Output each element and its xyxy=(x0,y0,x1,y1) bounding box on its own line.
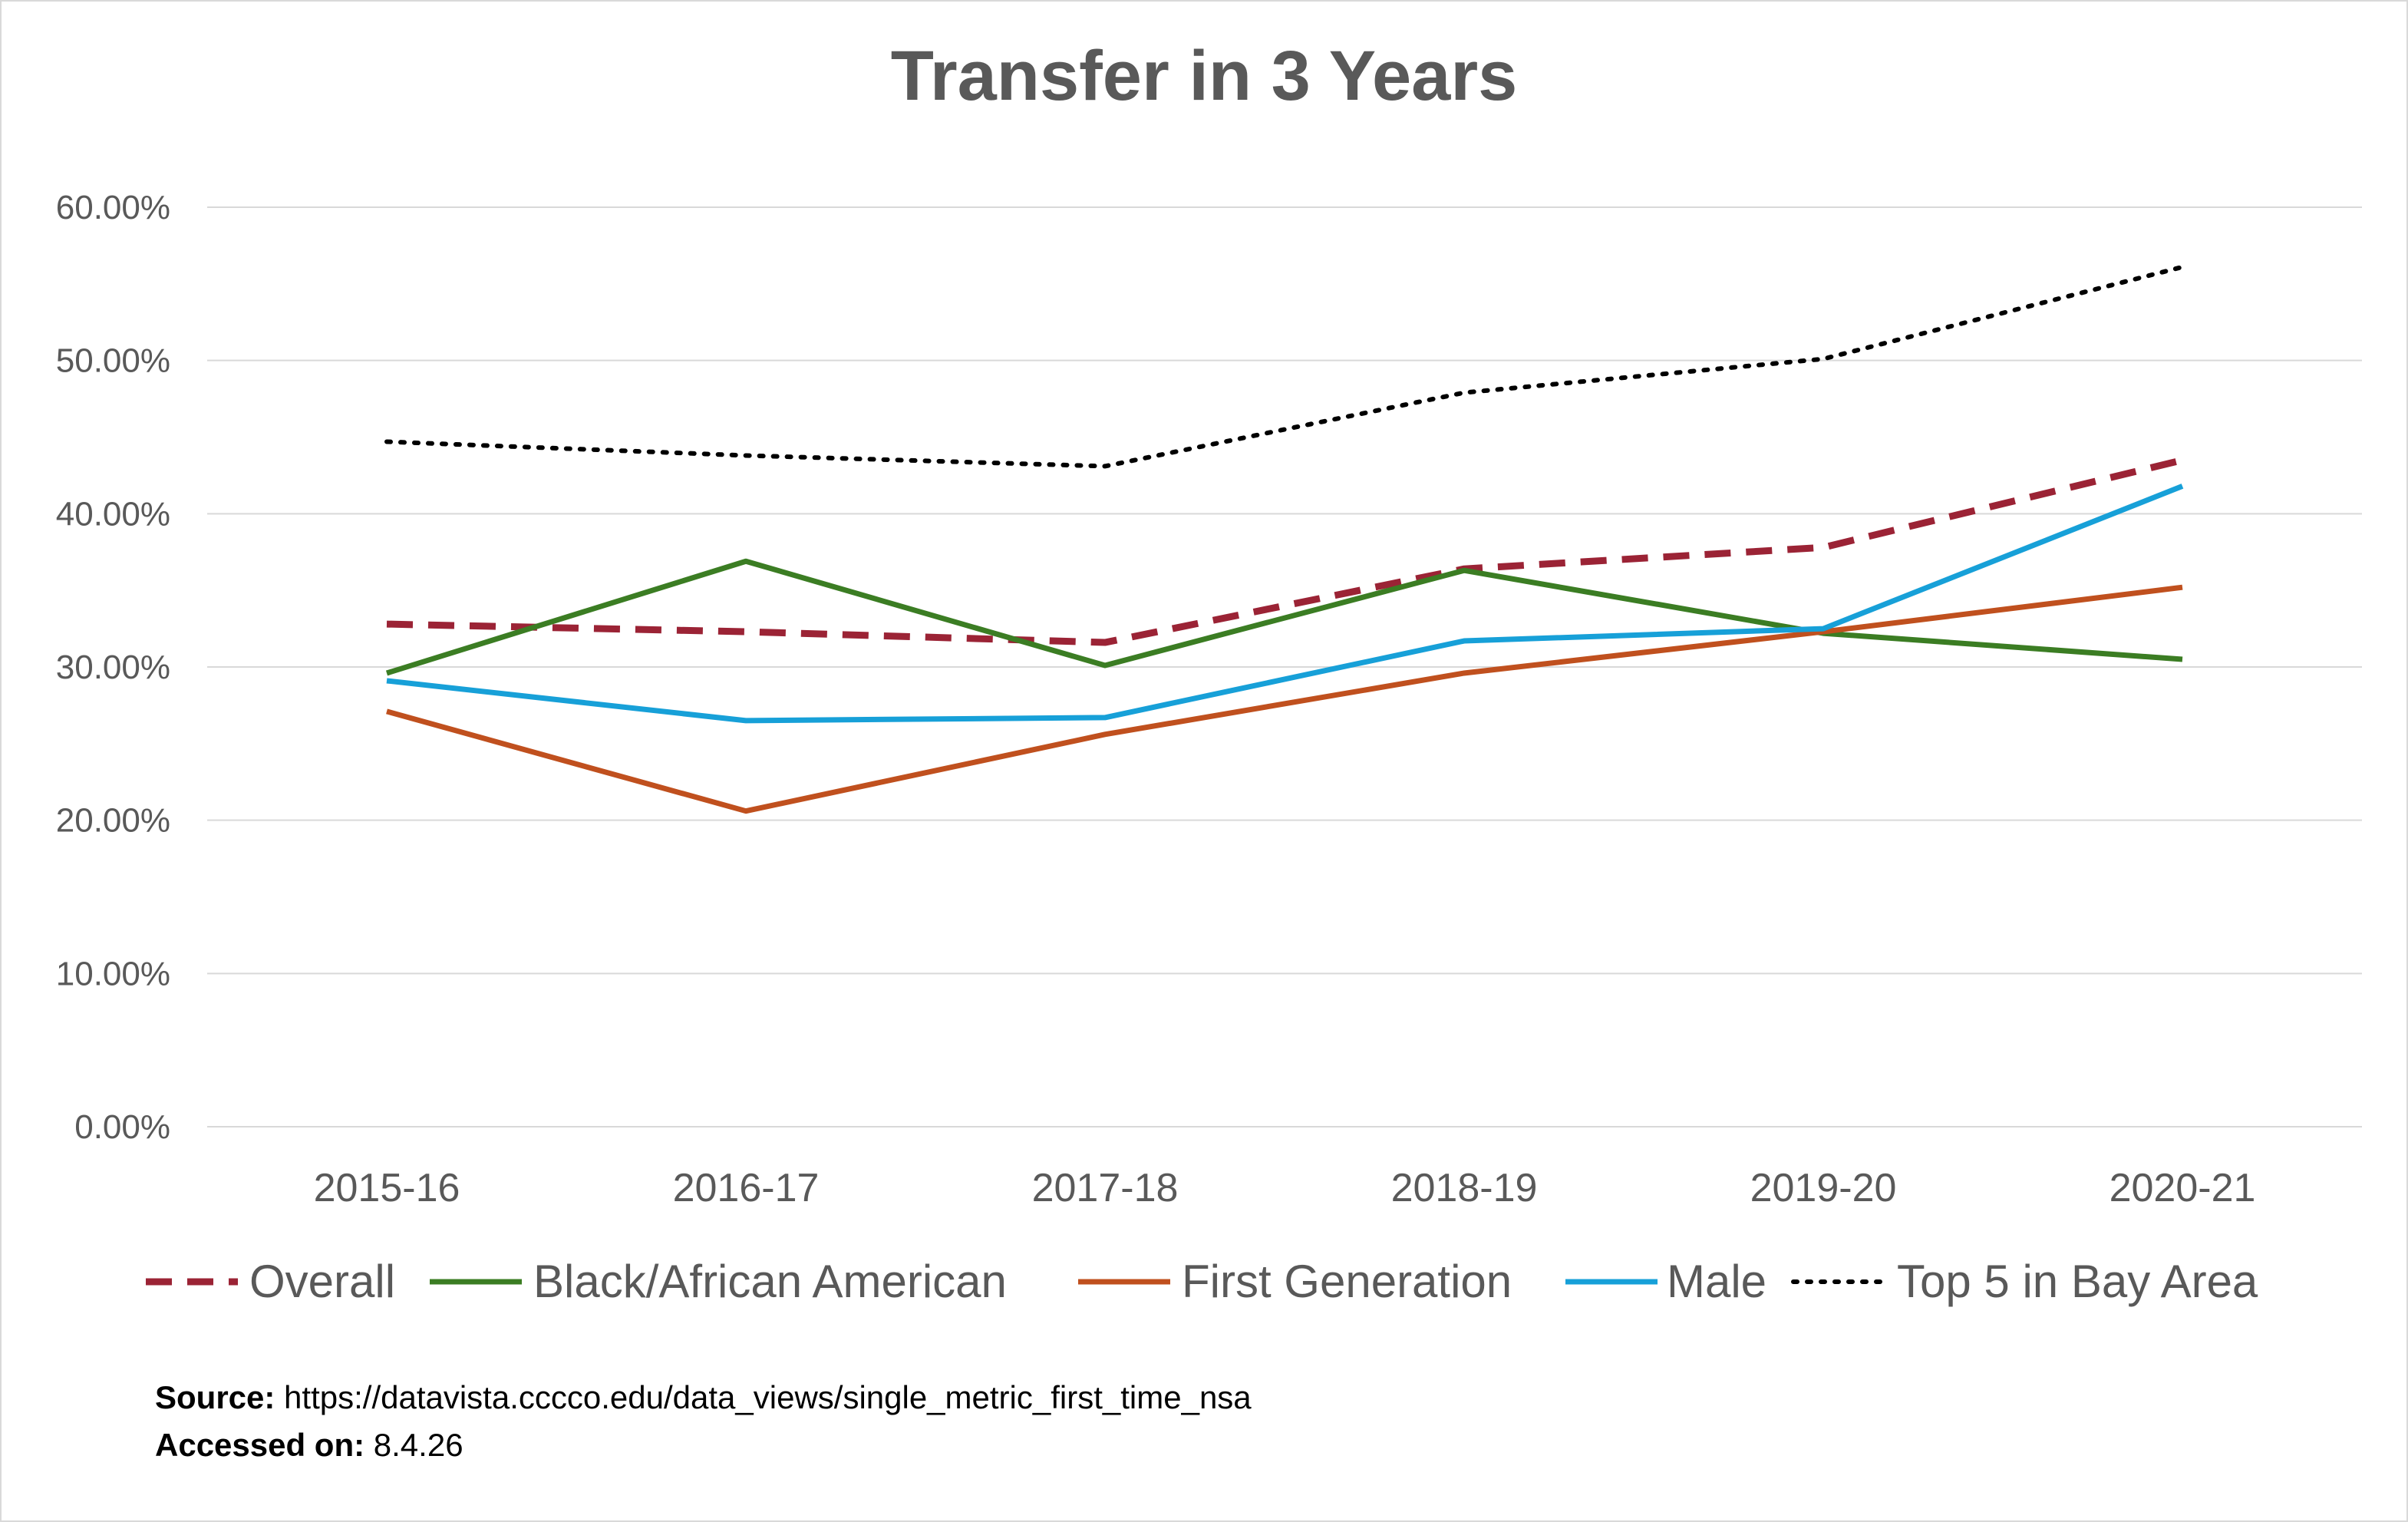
series-line-male xyxy=(386,484,2184,724)
accessed-label: Accessed on: xyxy=(155,1427,365,1463)
source-label: Source: xyxy=(155,1379,275,1415)
y-tick-label: 60.00% xyxy=(56,189,170,226)
source-url: https://datavista.cccco.edu/data_views/s… xyxy=(284,1379,1252,1415)
accessed-line: Accessed on: 8.4.26 xyxy=(155,1421,1252,1469)
legend-label-male: Male xyxy=(1667,1256,1766,1307)
series-line-top-5-in-bay-area xyxy=(384,264,2185,469)
series-line-black-african-american xyxy=(385,558,2183,676)
x-tick-label: 2018-19 xyxy=(1391,1166,1538,1210)
x-tick-label: 2017-18 xyxy=(1032,1166,1179,1210)
series-line-overall xyxy=(386,457,2184,646)
source-line: Source: https://datavista.cccco.edu/data… xyxy=(155,1374,1252,1421)
y-tick-label: 50.00% xyxy=(56,342,170,380)
legend-label-first-generation: First Generation xyxy=(1182,1256,1512,1307)
x-axis-ticks: 2015-16 2016-17 2017-18 2018-19 2019-20 2020-… xyxy=(314,1166,2256,1210)
x-tick-label: 2020-21 xyxy=(2109,1166,2256,1210)
legend: Overall Black/African American First Gener… xyxy=(146,1256,2258,1307)
y-tick-label: 20.00% xyxy=(56,802,170,840)
y-tick-label: 40.00% xyxy=(56,495,170,533)
y-tick-label: 30.00% xyxy=(56,649,170,686)
series-line-first-generation xyxy=(386,584,2183,814)
chart-title: Transfer in 3 Years xyxy=(891,37,1518,115)
legend-label-top-5-in-bay-area: Top 5 in Bay Area xyxy=(1897,1256,2258,1307)
x-tick-label: 2016-17 xyxy=(673,1166,820,1210)
y-axis-ticks: 0.00% 10.00% 20.00% 30.00% 40.00% 50.00% 60.00… xyxy=(56,189,170,1146)
x-tick-label: 2019-20 xyxy=(1750,1166,1897,1210)
gridlines xyxy=(207,206,2362,1127)
legend-label-black-african-american: Black/African American xyxy=(533,1256,1007,1307)
y-tick-label: 0.00% xyxy=(74,1108,170,1146)
series-lines xyxy=(384,264,2185,814)
legend-label-overall: Overall xyxy=(249,1256,395,1307)
accessed-value: 8.4.26 xyxy=(373,1427,463,1463)
y-tick-label: 10.00% xyxy=(56,955,170,992)
source-note: Source: https://datavista.cccco.edu/data… xyxy=(155,1374,1252,1469)
x-tick-label: 2015-16 xyxy=(314,1166,460,1210)
